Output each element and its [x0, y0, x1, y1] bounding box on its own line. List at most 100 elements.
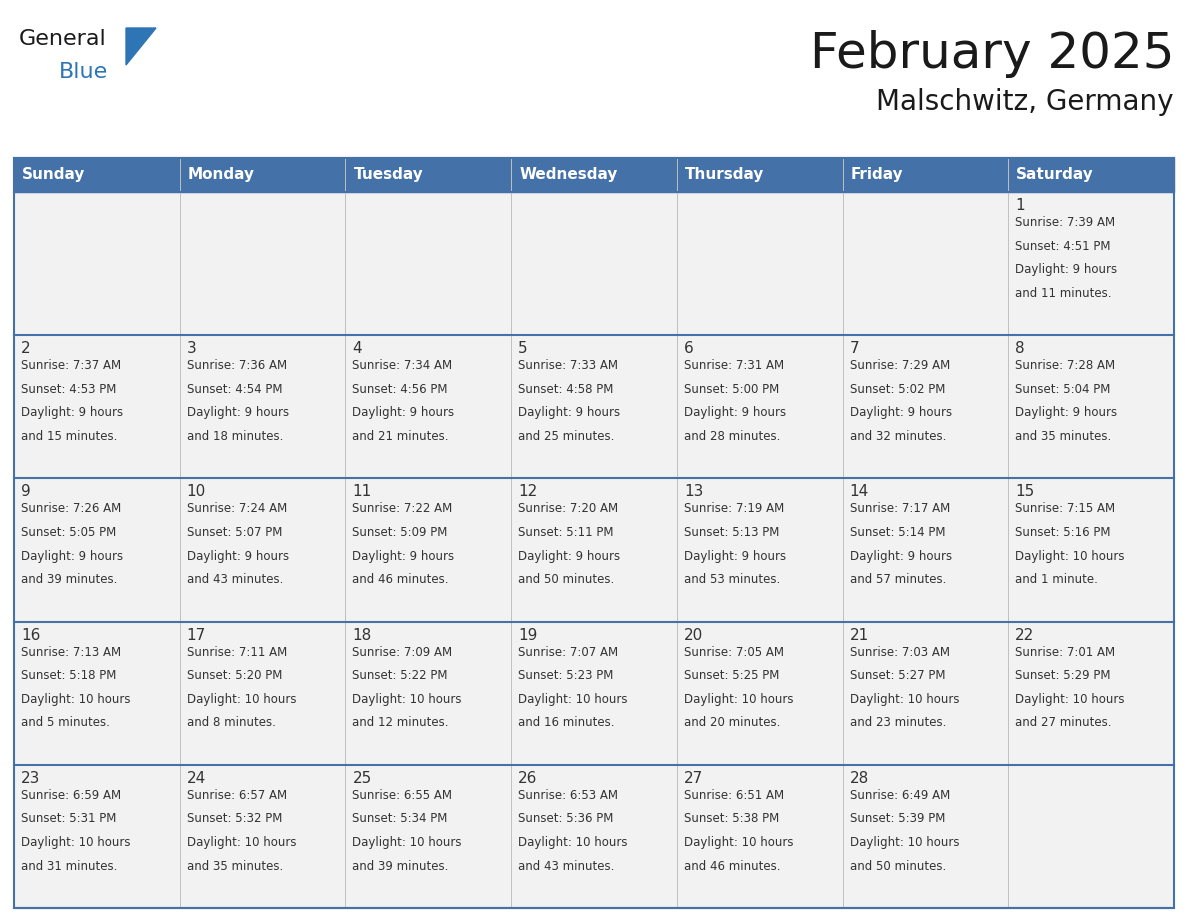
Text: Sunset: 5:29 PM: Sunset: 5:29 PM	[1016, 669, 1111, 682]
Text: 10: 10	[187, 485, 206, 499]
Text: Sunset: 5:00 PM: Sunset: 5:00 PM	[684, 383, 779, 396]
Text: 2: 2	[21, 341, 31, 356]
Bar	[14, 765, 179, 908]
Text: and 5 minutes.: and 5 minutes.	[21, 716, 109, 730]
Text: and 46 minutes.: and 46 minutes.	[684, 859, 781, 873]
Text: Sunrise: 6:53 AM: Sunrise: 6:53 AM	[518, 789, 618, 801]
Text: Sunrise: 7:28 AM: Sunrise: 7:28 AM	[1016, 359, 1116, 372]
Text: Monday: Monday	[188, 167, 254, 183]
Bar	[14, 478, 179, 621]
Text: Sunset: 5:36 PM: Sunset: 5:36 PM	[518, 812, 613, 825]
Text: Sunset: 4:58 PM: Sunset: 4:58 PM	[518, 383, 613, 396]
Bar	[179, 192, 346, 335]
Text: Daylight: 9 hours: Daylight: 9 hours	[1016, 407, 1118, 420]
Bar	[14, 158, 179, 192]
Bar	[1009, 621, 1174, 765]
Text: 4: 4	[353, 341, 362, 356]
Text: 22: 22	[1016, 628, 1035, 643]
Text: Daylight: 9 hours: Daylight: 9 hours	[353, 407, 455, 420]
Bar	[677, 335, 842, 478]
Text: Sunrise: 7:11 AM: Sunrise: 7:11 AM	[187, 645, 287, 658]
Text: Sunrise: 7:29 AM: Sunrise: 7:29 AM	[849, 359, 950, 372]
Text: Daylight: 10 hours: Daylight: 10 hours	[21, 693, 131, 706]
Text: Daylight: 10 hours: Daylight: 10 hours	[518, 693, 627, 706]
Text: General: General	[19, 29, 107, 49]
Text: Friday: Friday	[851, 167, 903, 183]
Text: 7: 7	[849, 341, 859, 356]
Text: Sunset: 5:09 PM: Sunset: 5:09 PM	[353, 526, 448, 539]
Text: and 31 minutes.: and 31 minutes.	[21, 859, 118, 873]
Text: and 57 minutes.: and 57 minutes.	[849, 573, 946, 587]
Text: Daylight: 9 hours: Daylight: 9 hours	[187, 550, 289, 563]
Bar	[179, 158, 346, 192]
Text: Sunrise: 7:37 AM: Sunrise: 7:37 AM	[21, 359, 121, 372]
Text: and 15 minutes.: and 15 minutes.	[21, 431, 118, 443]
Text: Sunset: 5:14 PM: Sunset: 5:14 PM	[849, 526, 946, 539]
Text: Sunset: 5:20 PM: Sunset: 5:20 PM	[187, 669, 282, 682]
Text: and 23 minutes.: and 23 minutes.	[849, 716, 946, 730]
Text: Sunset: 5:11 PM: Sunset: 5:11 PM	[518, 526, 614, 539]
Text: Sunrise: 7:13 AM: Sunrise: 7:13 AM	[21, 645, 121, 658]
Text: Saturday: Saturday	[1016, 167, 1094, 183]
Text: 16: 16	[21, 628, 40, 643]
Bar	[14, 158, 1174, 908]
Text: Daylight: 9 hours: Daylight: 9 hours	[518, 407, 620, 420]
Text: Sunrise: 6:55 AM: Sunrise: 6:55 AM	[353, 789, 453, 801]
Text: Sunset: 5:32 PM: Sunset: 5:32 PM	[187, 812, 282, 825]
Text: 21: 21	[849, 628, 868, 643]
Bar	[842, 621, 1009, 765]
Text: Daylight: 9 hours: Daylight: 9 hours	[684, 550, 786, 563]
Text: 20: 20	[684, 628, 703, 643]
Text: 1: 1	[1016, 198, 1025, 213]
Text: Sunday: Sunday	[23, 167, 86, 183]
Bar	[1009, 158, 1174, 192]
Text: Daylight: 9 hours: Daylight: 9 hours	[21, 407, 124, 420]
Text: 27: 27	[684, 771, 703, 786]
Bar	[179, 478, 346, 621]
Text: Sunrise: 7:17 AM: Sunrise: 7:17 AM	[849, 502, 950, 515]
Text: Daylight: 9 hours: Daylight: 9 hours	[353, 550, 455, 563]
Polygon shape	[126, 28, 156, 65]
Text: Daylight: 10 hours: Daylight: 10 hours	[849, 836, 959, 849]
Text: Daylight: 10 hours: Daylight: 10 hours	[684, 836, 794, 849]
Bar	[677, 765, 842, 908]
Bar	[677, 192, 842, 335]
Text: Sunrise: 6:59 AM: Sunrise: 6:59 AM	[21, 789, 121, 801]
Text: Sunset: 4:54 PM: Sunset: 4:54 PM	[187, 383, 283, 396]
Text: Thursday: Thursday	[684, 167, 764, 183]
Text: Sunset: 5:25 PM: Sunset: 5:25 PM	[684, 669, 779, 682]
Text: and 27 minutes.: and 27 minutes.	[1016, 716, 1112, 730]
Text: Wednesday: Wednesday	[519, 167, 618, 183]
Text: Daylight: 10 hours: Daylight: 10 hours	[353, 693, 462, 706]
Text: and 16 minutes.: and 16 minutes.	[518, 716, 614, 730]
Text: Sunset: 4:56 PM: Sunset: 4:56 PM	[353, 383, 448, 396]
Text: Sunrise: 6:49 AM: Sunrise: 6:49 AM	[849, 789, 950, 801]
Bar	[179, 621, 346, 765]
Text: Sunrise: 7:05 AM: Sunrise: 7:05 AM	[684, 645, 784, 658]
Bar	[346, 765, 511, 908]
Text: Sunrise: 7:33 AM: Sunrise: 7:33 AM	[518, 359, 618, 372]
Text: and 46 minutes.: and 46 minutes.	[353, 573, 449, 587]
Text: Daylight: 10 hours: Daylight: 10 hours	[353, 836, 462, 849]
Text: Sunset: 5:22 PM: Sunset: 5:22 PM	[353, 669, 448, 682]
Text: Sunset: 5:27 PM: Sunset: 5:27 PM	[849, 669, 946, 682]
Bar	[346, 158, 511, 192]
Text: 18: 18	[353, 628, 372, 643]
Text: Sunrise: 7:20 AM: Sunrise: 7:20 AM	[518, 502, 618, 515]
Text: Sunset: 5:13 PM: Sunset: 5:13 PM	[684, 526, 779, 539]
Bar	[677, 478, 842, 621]
Text: Daylight: 9 hours: Daylight: 9 hours	[518, 550, 620, 563]
Text: Sunrise: 7:19 AM: Sunrise: 7:19 AM	[684, 502, 784, 515]
Text: 9: 9	[21, 485, 31, 499]
Text: Sunrise: 7:09 AM: Sunrise: 7:09 AM	[353, 645, 453, 658]
Text: Daylight: 9 hours: Daylight: 9 hours	[21, 550, 124, 563]
Text: 13: 13	[684, 485, 703, 499]
Text: 23: 23	[21, 771, 40, 786]
Text: Sunrise: 7:03 AM: Sunrise: 7:03 AM	[849, 645, 949, 658]
Bar	[1009, 765, 1174, 908]
Text: Sunrise: 7:26 AM: Sunrise: 7:26 AM	[21, 502, 121, 515]
Bar	[1009, 192, 1174, 335]
Text: Sunrise: 7:24 AM: Sunrise: 7:24 AM	[187, 502, 287, 515]
Text: 28: 28	[849, 771, 868, 786]
Text: and 32 minutes.: and 32 minutes.	[849, 431, 946, 443]
